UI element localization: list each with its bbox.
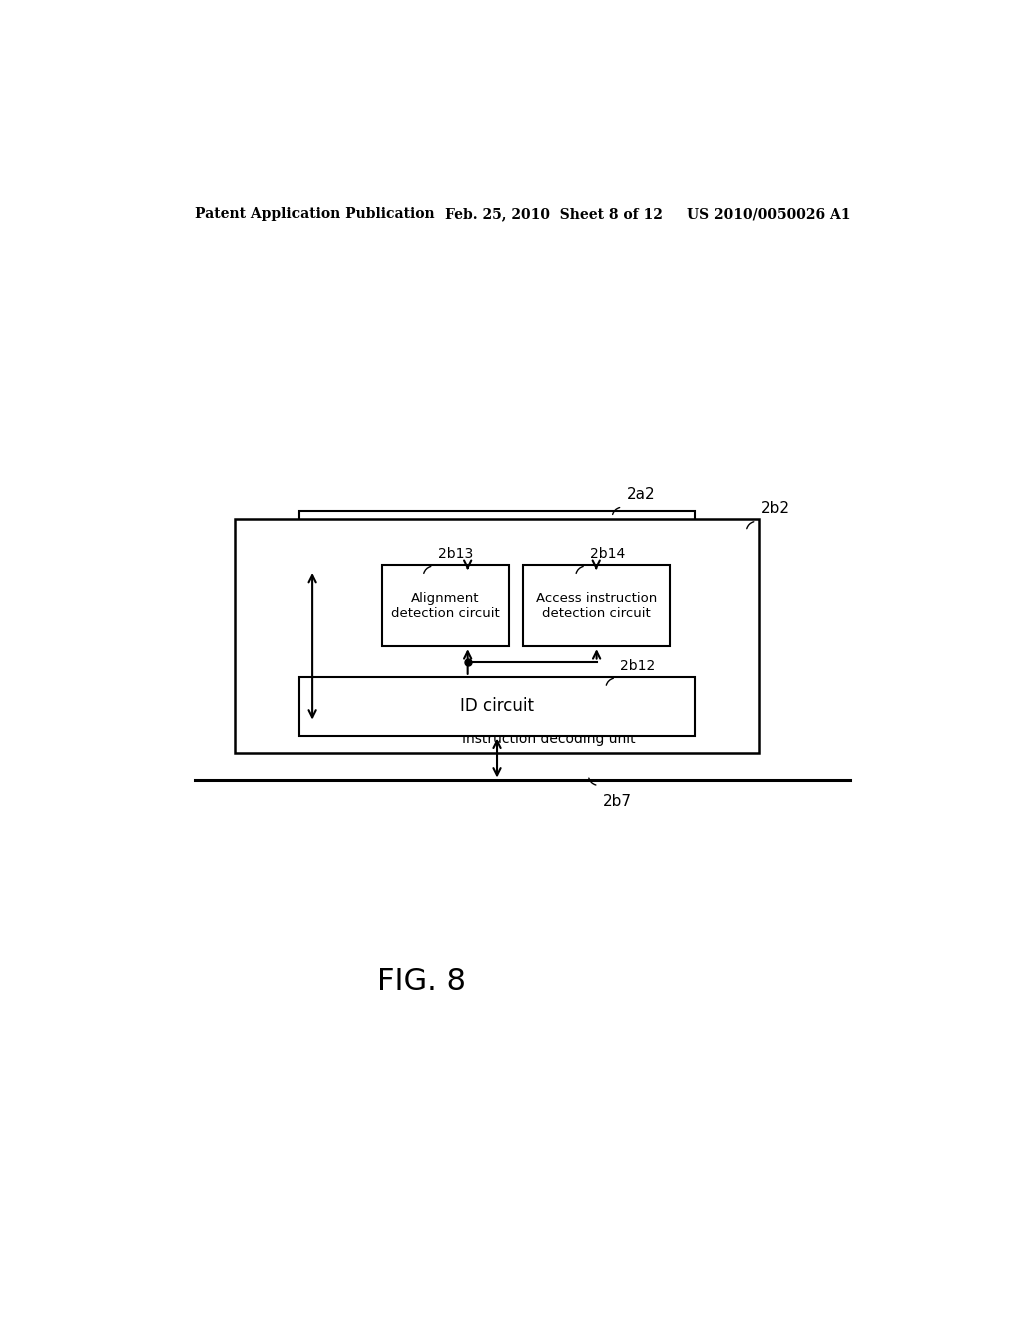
Text: 2b13: 2b13 — [437, 546, 473, 561]
Text: FIG. 8: FIG. 8 — [377, 968, 466, 997]
Bar — [382, 565, 509, 647]
Text: Alignment
detection circuit: Alignment detection circuit — [391, 591, 500, 619]
Text: Instruction inserter: Instruction inserter — [418, 532, 577, 549]
Text: 2b7: 2b7 — [602, 793, 632, 809]
Bar — [299, 511, 695, 570]
Text: Feb. 25, 2010  Sheet 8 of 12: Feb. 25, 2010 Sheet 8 of 12 — [445, 207, 664, 222]
Text: Patent Application Publication: Patent Application Publication — [196, 207, 435, 222]
Text: 2b14: 2b14 — [590, 546, 625, 561]
Bar — [299, 677, 695, 735]
Text: US 2010/0050026 A1: US 2010/0050026 A1 — [687, 207, 850, 222]
Bar — [236, 519, 759, 752]
Text: ID circuit: ID circuit — [460, 697, 535, 715]
Text: 2a2: 2a2 — [627, 487, 655, 502]
Text: 2b2: 2b2 — [761, 502, 790, 516]
Text: Access instruction
detection circuit: Access instruction detection circuit — [536, 591, 657, 619]
Bar — [523, 565, 670, 647]
Text: Instruction decoding unit: Instruction decoding unit — [462, 731, 636, 746]
Text: 2b12: 2b12 — [620, 659, 655, 673]
